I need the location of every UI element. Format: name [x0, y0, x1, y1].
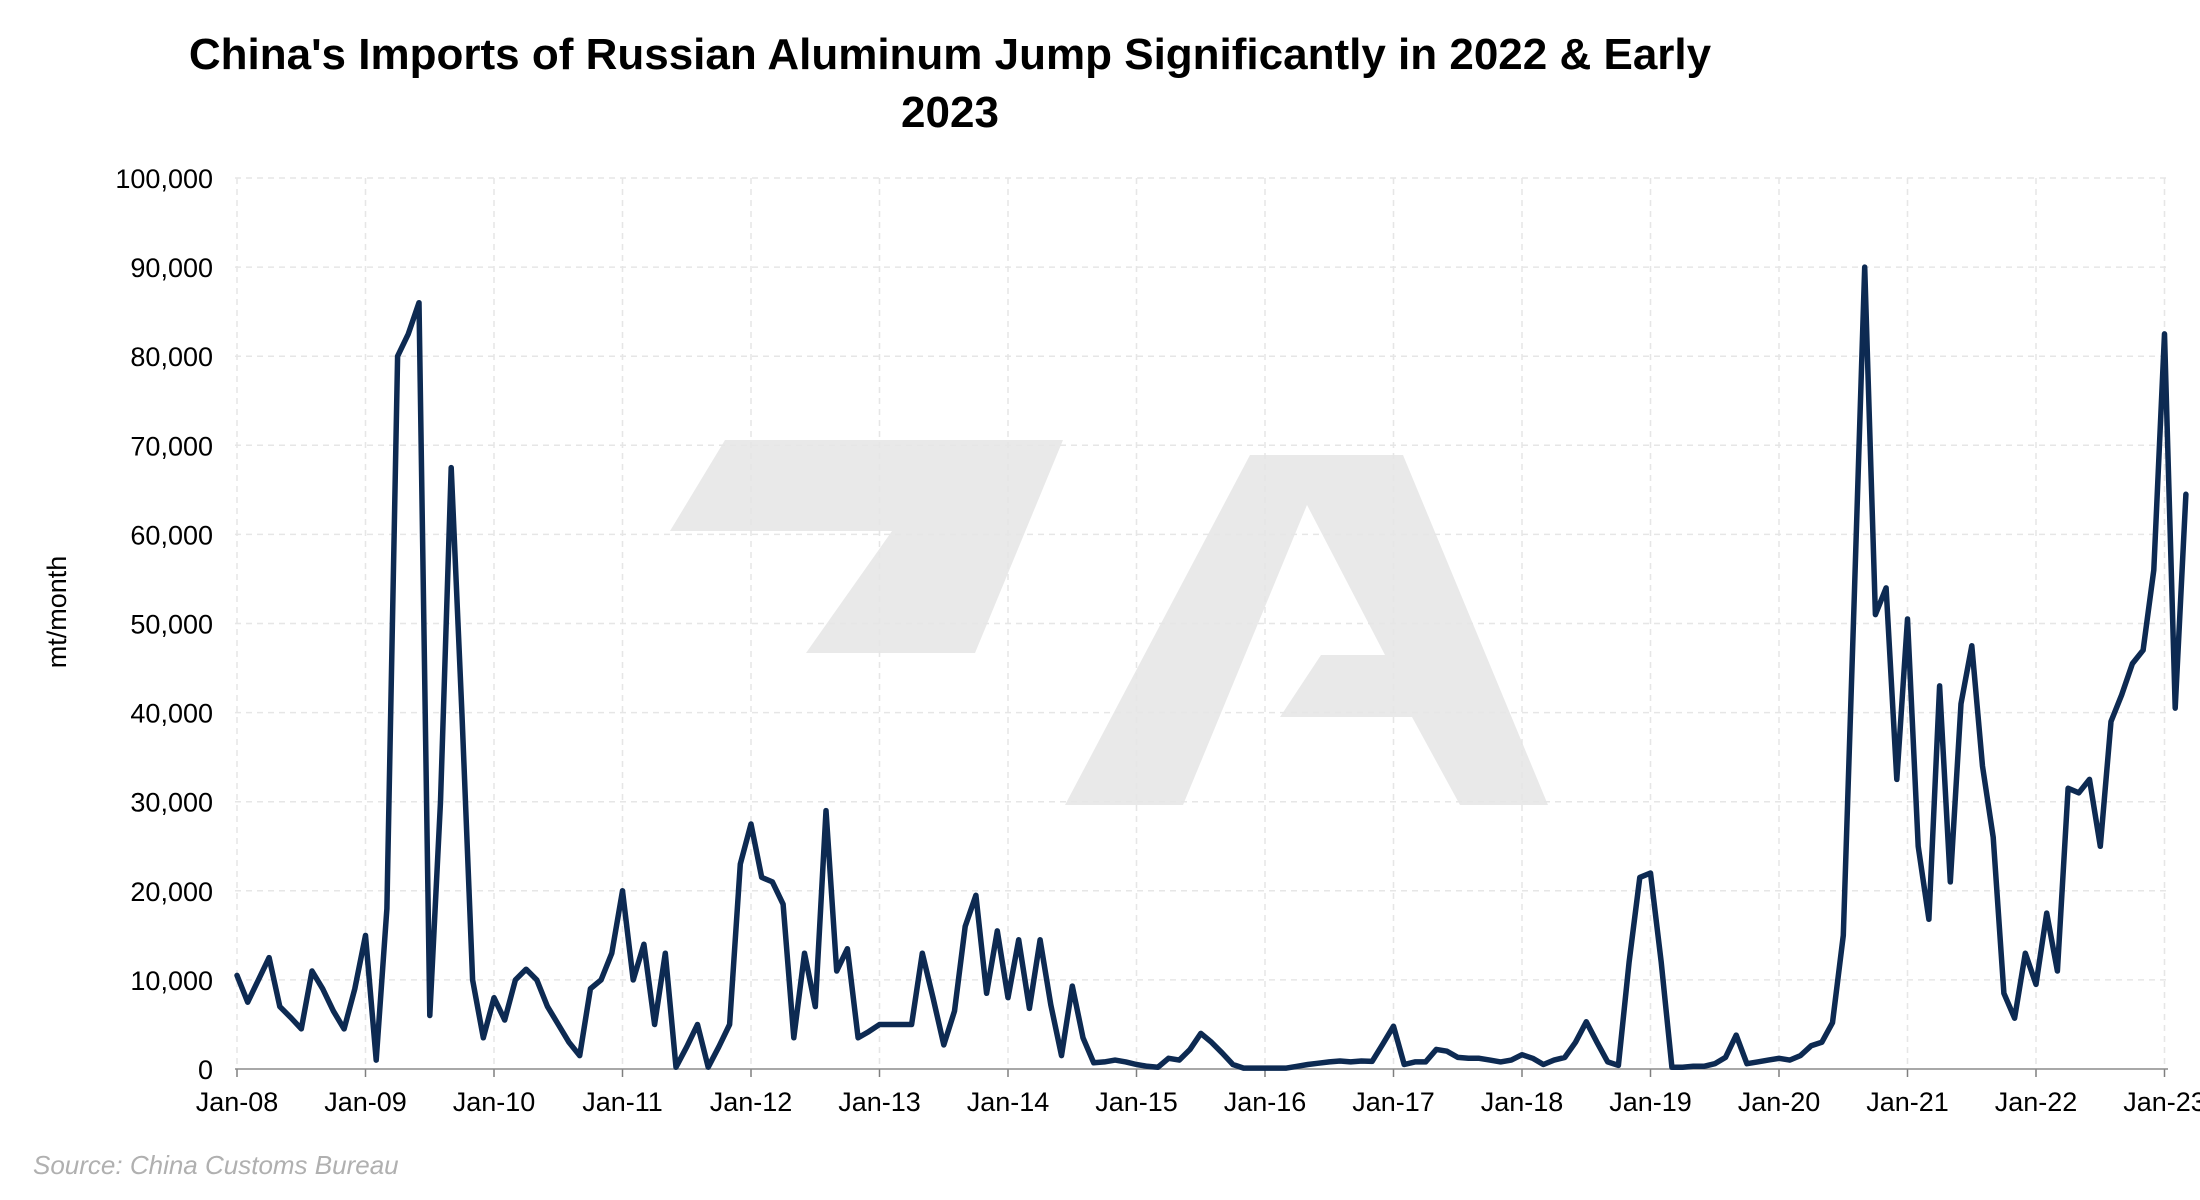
x-tick-label: Jan-21 — [1866, 1087, 1949, 1117]
series-line — [234, 264, 2189, 1071]
y-tick-label: 90,000 — [130, 253, 213, 283]
y-tick-label: 60,000 — [130, 520, 213, 550]
x-tick-label: Jan-22 — [1995, 1087, 2078, 1117]
y-tick-label: 50,000 — [130, 610, 213, 640]
x-tick-label: Jan-11 — [582, 1087, 663, 1117]
y-tick-label: 100,000 — [115, 164, 213, 194]
x-tick-label: Jan-13 — [838, 1087, 921, 1117]
x-tick-label: Jan-23 — [2123, 1087, 2200, 1117]
y-tick-label: 20,000 — [130, 877, 213, 907]
x-tick-label: Jan-16 — [1224, 1087, 1307, 1117]
x-tick-label: Jan-09 — [324, 1087, 407, 1117]
y-tick-label: 70,000 — [130, 431, 213, 461]
source-note: Source: China Customs Bureau — [33, 1150, 399, 1180]
y-tick-label: 40,000 — [130, 699, 213, 729]
y-tick-label: 0 — [198, 1055, 213, 1085]
axes: 0 10,000 20,000 30,000 40,000 50,000 60,000 70,… — [115, 164, 2200, 1117]
x-tick-label: Jan-15 — [1095, 1087, 1178, 1117]
chart-title: China's Imports of Russian Aluminum Jump… — [188, 30, 1712, 137]
y-tick-label: 30,000 — [130, 788, 213, 818]
x-tick-label: Jan-14 — [967, 1087, 1050, 1117]
x-tick-label: Jan-20 — [1738, 1087, 1821, 1117]
y-axis-title: mt/month — [42, 556, 72, 669]
watermark-logo — [670, 440, 1548, 805]
y-tick-label: 80,000 — [130, 342, 213, 372]
series-layer — [234, 264, 2189, 1071]
x-tick-label: Jan-10 — [453, 1087, 536, 1117]
x-tick-label: Jan-17 — [1352, 1087, 1435, 1117]
y-tick-label: 10,000 — [130, 966, 213, 996]
x-tick-label: Jan-08 — [196, 1087, 279, 1117]
grid-lines — [235, 177, 2168, 1069]
x-tick-label: Jan-12 — [710, 1087, 793, 1117]
x-tick-label: Jan-18 — [1481, 1087, 1564, 1117]
x-tick-label: Jan-19 — [1609, 1087, 1692, 1117]
